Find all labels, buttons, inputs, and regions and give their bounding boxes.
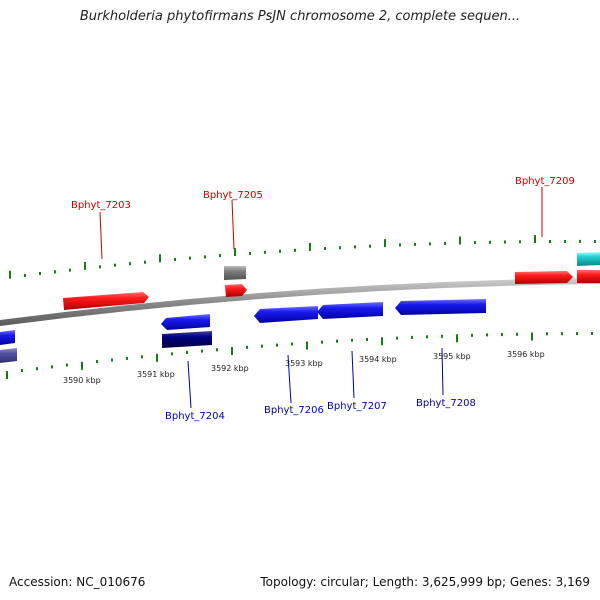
scale-labels: 3590 kbp 3591 kbp 3592 kbp 3593 kbp 3594…: [63, 350, 545, 385]
inner-tick-ring: [6, 332, 593, 380]
scale-label-3593: 3593 kbp: [285, 359, 323, 368]
gene-navy[interactable]: [162, 331, 212, 348]
label-bphyt-7209[interactable]: Bphyt_7209: [515, 176, 575, 187]
scale-label-3590: 3590 kbp: [63, 376, 101, 385]
scale-label-3592: 3592 kbp: [211, 364, 249, 373]
label-bphyt-7205[interactable]: Bphyt_7205: [203, 190, 263, 201]
label-bphyt-7204[interactable]: Bphyt_7204: [165, 411, 225, 422]
map-title: Burkholderia phytofirmans PsJN chromosom…: [79, 9, 521, 24]
leader-bphyt-7204: [187, 360, 192, 409]
outer-tick-ring: [9, 235, 596, 279]
scale-label-3595: 3595 kbp: [433, 352, 471, 361]
gene-bphyt-7206[interactable]: [254, 306, 318, 323]
gene-purple-left[interactable]: [0, 348, 17, 363]
gene-bphyt-7205[interactable]: [225, 284, 247, 297]
leader-bphyt-7205: [231, 199, 235, 250]
leader-bphyt-7203: [99, 211, 103, 260]
leader-bphyt-7208: [441, 347, 444, 396]
label-bphyt-7208[interactable]: Bphyt_7208: [416, 398, 476, 409]
leader-bphyt-7207: [351, 350, 355, 399]
label-bphyt-7203[interactable]: Bphyt_7203: [71, 200, 131, 211]
label-bphyt-7207[interactable]: Bphyt_7207: [327, 401, 387, 412]
gene-bphyt-7208[interactable]: [395, 299, 486, 315]
scale-label-3591: 3591 kbp: [137, 370, 175, 379]
gene-gray[interactable]: [224, 266, 246, 280]
gene-cyan[interactable]: [577, 252, 600, 266]
accession-label: Accession: NC_010676: [9, 575, 146, 589]
label-bphyt-7206[interactable]: Bphyt_7206: [264, 405, 324, 416]
gene-bphyt-7203[interactable]: [63, 292, 149, 310]
gene-bphyt-7204[interactable]: [161, 314, 210, 330]
leader-bphyt-7206: [287, 354, 292, 404]
gene-red-right[interactable]: [577, 270, 600, 283]
gene-bphyt-7209[interactable]: [515, 271, 573, 284]
scale-label-3594: 3594 kbp: [359, 355, 397, 364]
genome-summary: Topology: circular; Length: 3,625,999 bp…: [260, 575, 590, 589]
gene-bphyt-7207[interactable]: [317, 302, 383, 319]
gene-blue-left[interactable]: [0, 330, 15, 345]
scale-label-3596: 3596 kbp: [507, 350, 545, 359]
